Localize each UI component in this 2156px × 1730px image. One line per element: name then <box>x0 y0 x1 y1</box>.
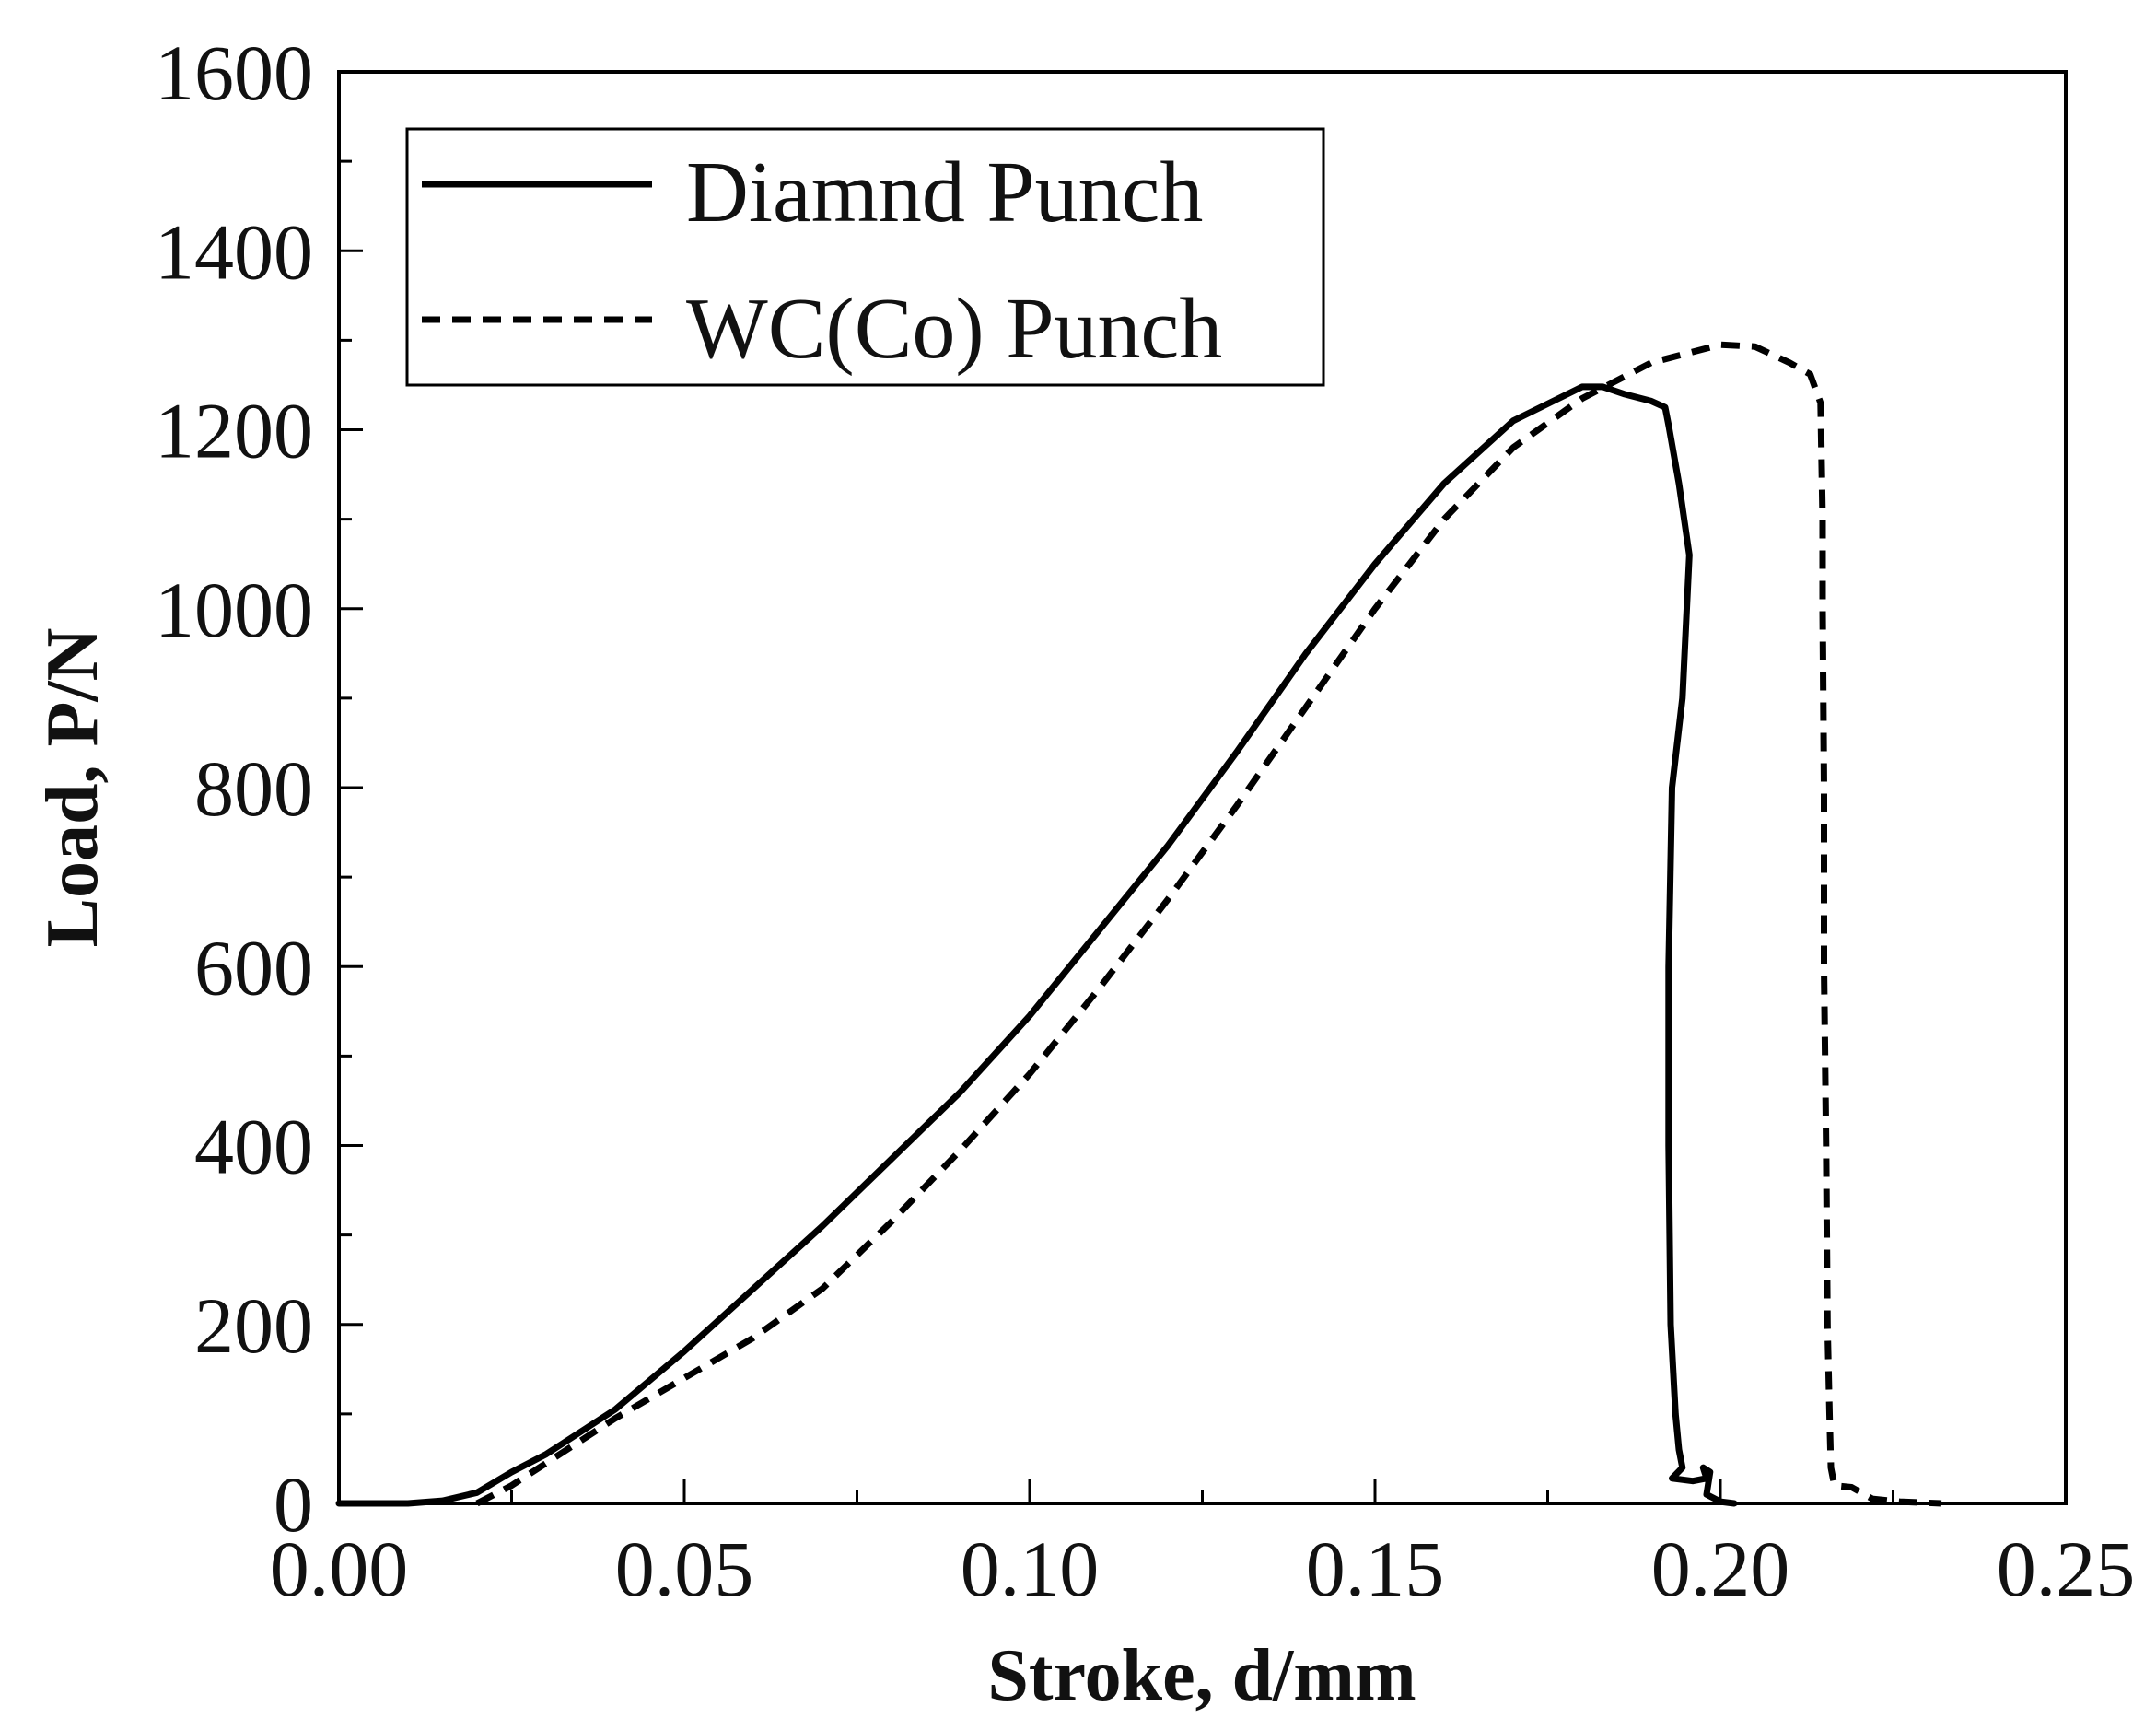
legend-box <box>405 127 1325 387</box>
y-tick-label: 400 <box>194 1103 313 1191</box>
series-line-diamond-punch <box>335 383 1738 1507</box>
x-tick-label: 0.05 <box>615 1525 754 1613</box>
y-tick-label: 600 <box>194 923 313 1011</box>
series-line-wc-co-punch <box>475 341 1942 1507</box>
y-tick-label: 200 <box>194 1281 313 1370</box>
x-tick-label: 0.10 <box>961 1525 1100 1613</box>
y-tick-label: 1200 <box>155 387 313 475</box>
x-axis-title: Stroke, d/mm <box>987 1635 1416 1716</box>
series-layer <box>335 341 1942 1507</box>
y-axis-title: Load, P/N <box>32 628 113 948</box>
legend: Diamnd Punch WC(Co) Punch <box>405 127 1325 387</box>
y-tick-label: 1600 <box>155 29 313 117</box>
y-tick-labels: 0 200 400 600 800 1000 1200 1400 1600 <box>155 29 313 1549</box>
legend-label-diamond: Diamnd Punch <box>686 145 1203 240</box>
x-tick-label: 0.15 <box>1306 1525 1445 1613</box>
plot-frame <box>337 70 2068 1505</box>
x-tick-label: 0.25 <box>1997 1525 2136 1613</box>
legend-label-wc: WC(Co) Punch <box>686 281 1222 377</box>
y-tick-label: 1000 <box>155 566 313 654</box>
x-tick-label: 0.00 <box>270 1525 409 1613</box>
x-tick-label: 0.20 <box>1651 1525 1790 1613</box>
y-tick-label: 1400 <box>155 207 313 296</box>
y-tick-label: 0 <box>274 1460 313 1549</box>
x-tick-labels: 0.00 0.05 0.10 0.15 0.20 0.25 <box>270 1525 2136 1613</box>
y-tick-label: 800 <box>194 744 313 833</box>
